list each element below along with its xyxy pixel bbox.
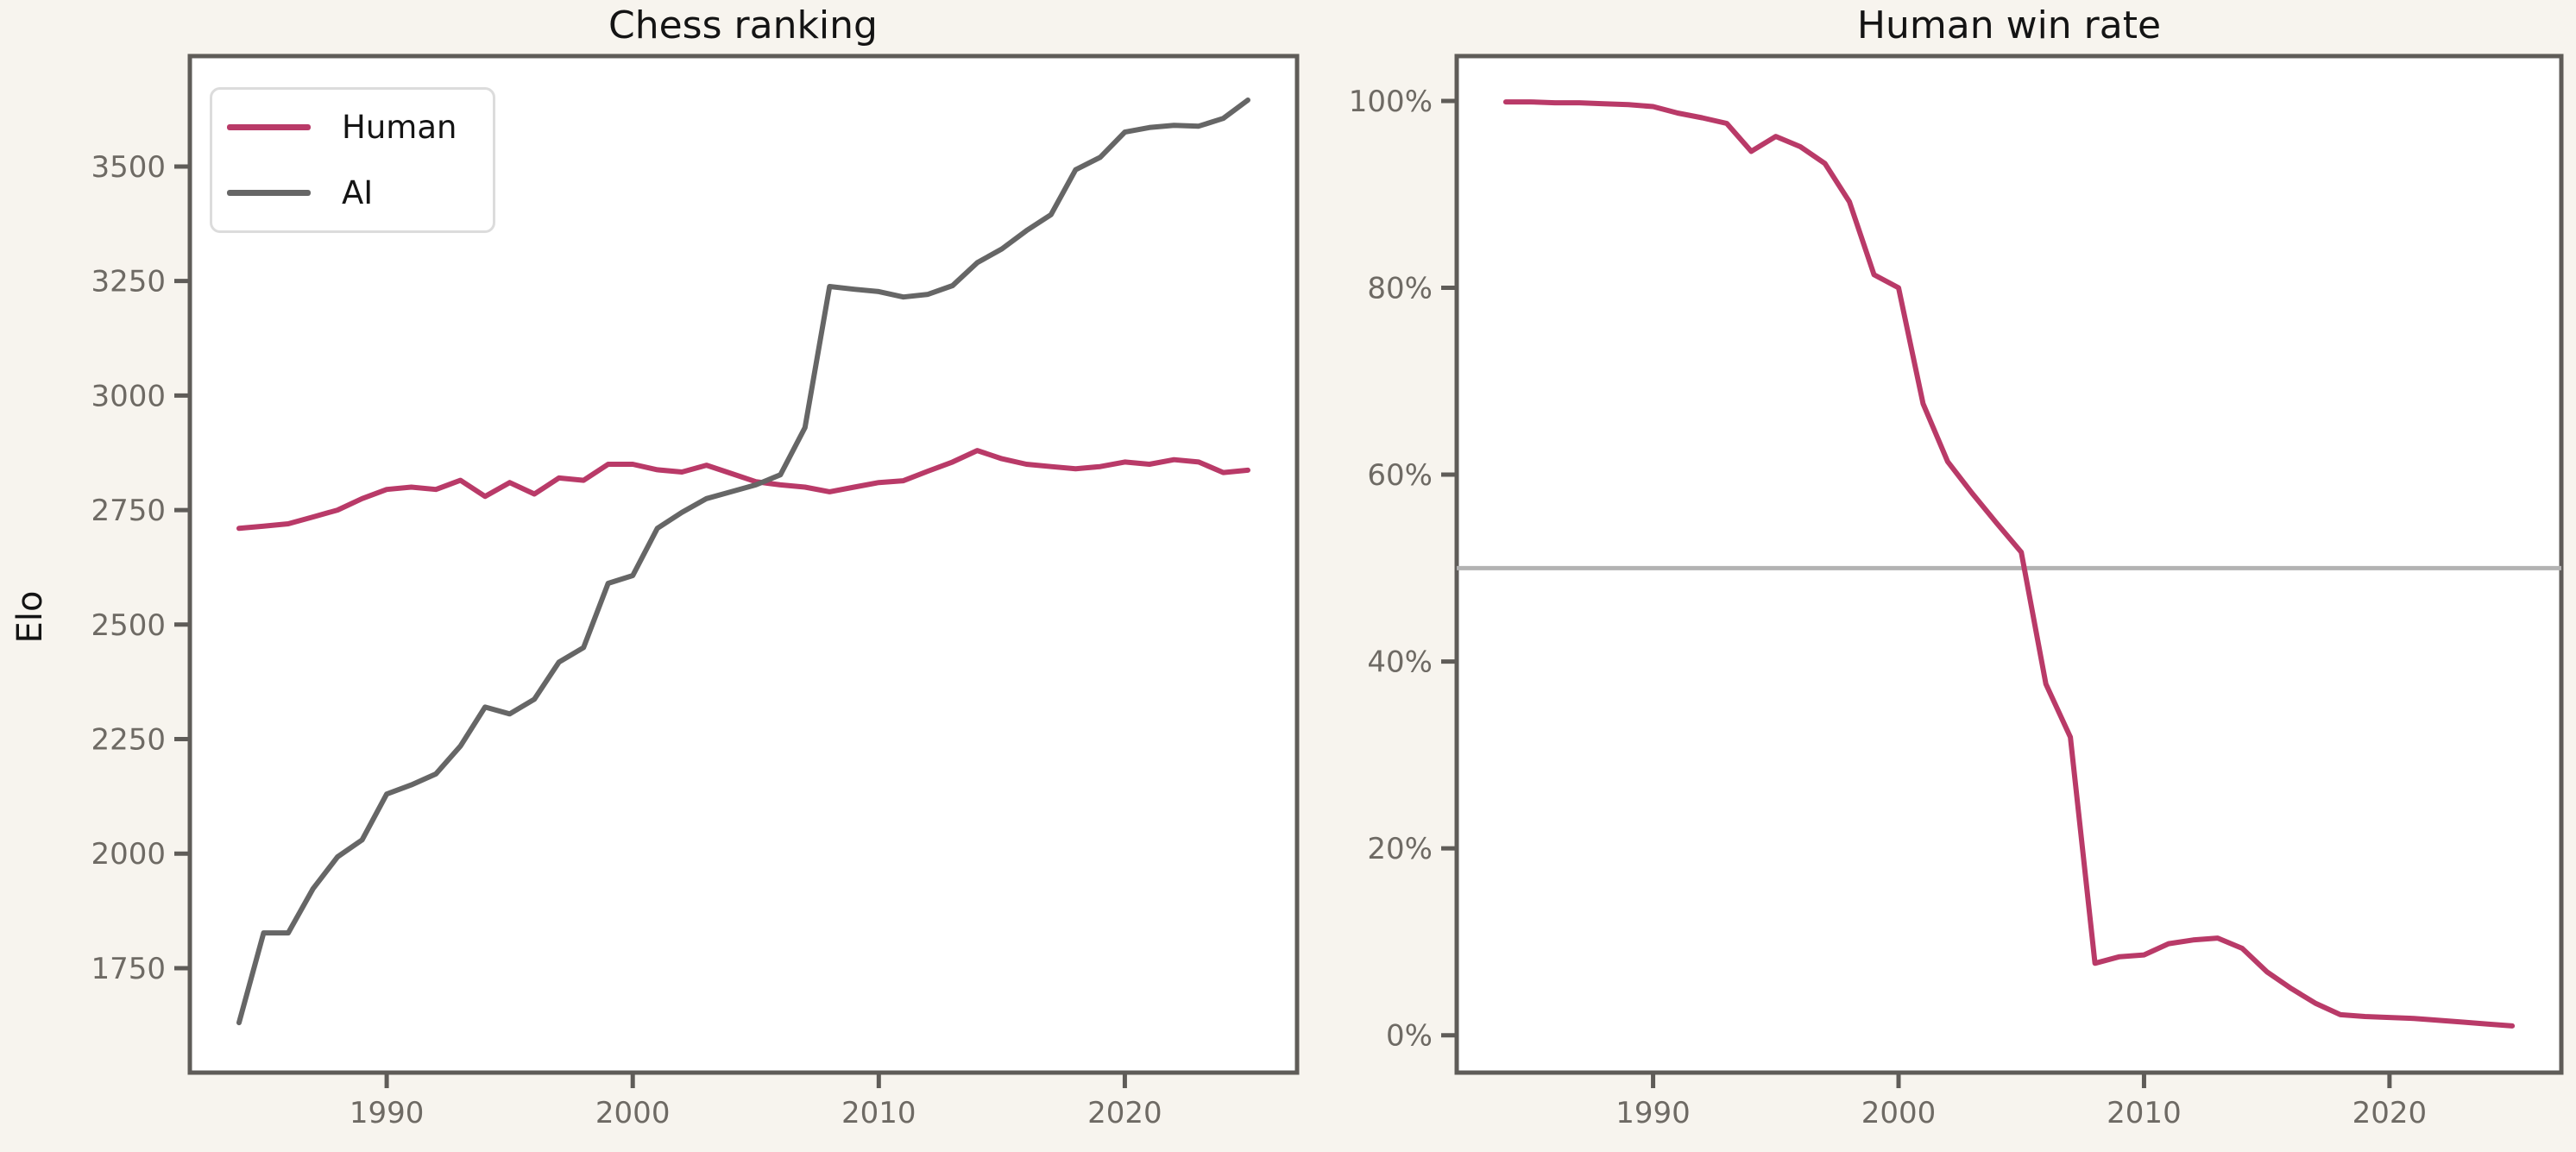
human-win-rate-line <box>1502 99 2516 1029</box>
x-tick-label: 2020 <box>1087 1096 1162 1130</box>
human-win-rate-chart: 1990 2000 2010 2020 0% 20% 40% 60% 80% 100% Human… <box>1349 3 2564 1130</box>
y-tick-label: 2500 <box>91 608 166 643</box>
human-line <box>236 448 1250 532</box>
left-axes-ticks: 1990 2000 2010 2020 1750 2000 2250 2500 2750 3000… <box>91 150 1162 1130</box>
y-tick-label: 3000 <box>91 379 166 413</box>
right-data-lines <box>1457 99 2561 1029</box>
y-tick-label: 1750 <box>91 952 166 986</box>
x-tick-label: 2020 <box>2352 1096 2428 1130</box>
right-plot-panel <box>1454 54 2564 1075</box>
legend-label-ai: AI <box>342 174 374 211</box>
y-tick-label: 2000 <box>91 837 166 872</box>
legend: Human AI <box>210 87 495 233</box>
x-tick-label: 2000 <box>1861 1096 1937 1130</box>
y-tick-label: 0% <box>1386 1019 1433 1054</box>
x-tick-label: 2010 <box>841 1096 916 1130</box>
y-tick-label: 2250 <box>91 723 166 758</box>
human-line-swatch <box>227 124 311 130</box>
elo-axis-label: Elo <box>10 591 50 644</box>
right-axes-ticks: 1990 2000 2010 2020 0% 20% 40% 60% 80% 100% <box>1349 85 2427 1130</box>
y-tick-label: 40% <box>1367 645 1433 680</box>
legend-row-human: Human <box>212 95 493 161</box>
ai-line <box>236 98 1250 1026</box>
x-tick-label: 2000 <box>595 1096 671 1130</box>
left-chart-title: Chess ranking <box>608 3 878 47</box>
y-tick-label: 80% <box>1367 272 1433 306</box>
legend-row-ai: AI <box>212 161 493 226</box>
x-tick-label: 2010 <box>2107 1096 2182 1130</box>
chess-ranking-chart: 1990 2000 2010 2020 1750 2000 2250 2500 2750 3000… <box>10 3 1300 1130</box>
x-tick-label: 1990 <box>350 1096 425 1130</box>
x-tick-label: 1990 <box>1616 1096 1691 1130</box>
right-chart-title: Human win rate <box>1857 3 2161 47</box>
y-tick-label: 20% <box>1367 832 1433 866</box>
y-tick-label: 100% <box>1349 85 1433 119</box>
y-tick-label: 3250 <box>91 265 166 299</box>
ai-line-swatch <box>227 190 311 196</box>
legend-label-human: Human <box>342 109 457 146</box>
left-data-lines <box>236 98 1250 1026</box>
y-tick-label: 60% <box>1367 458 1433 493</box>
y-tick-label: 3500 <box>91 150 166 185</box>
y-tick-label: 2750 <box>91 494 166 528</box>
